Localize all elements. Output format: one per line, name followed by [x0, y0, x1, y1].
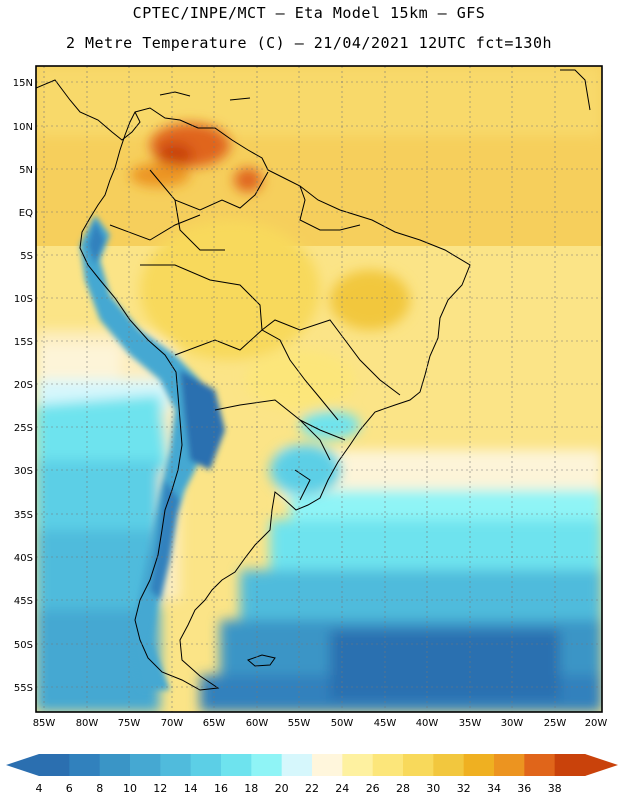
lon-label: 55W [288, 718, 311, 729]
colorbar-swatch [342, 754, 374, 776]
colorbar-swatch [372, 754, 404, 776]
lon-label: 40W [416, 718, 439, 729]
lon-label: 50W [331, 718, 354, 729]
colorbar-label: 38 [548, 782, 562, 795]
colorbar-label: 34 [487, 782, 501, 795]
lat-label: EQ [19, 208, 33, 219]
colorbar-label: 14 [184, 782, 198, 795]
lon-label: 25W [544, 718, 567, 729]
lat-label: 20S [14, 380, 33, 391]
latitude-labels: 15N 10N 5N EQ 5S 10S 15S 20S 25S 30S 35S… [13, 78, 33, 694]
colorbar-label: 28 [396, 782, 410, 795]
lon-label: 75W [118, 718, 141, 729]
colorbar-label: 22 [305, 782, 319, 795]
colorbar-swatch [403, 754, 434, 776]
colorbar-arrow-high [585, 754, 618, 776]
colorbar-swatch [39, 754, 70, 776]
lat-label: 10N [13, 122, 33, 133]
colorbar-arrow-low [6, 754, 39, 776]
lon-label: 70W [161, 718, 184, 729]
coastlines [36, 69, 591, 691]
longitude-labels: 85W 80W 75W 70W 65W 60W 55W 50W 45W 40W … [33, 718, 608, 729]
graticule [36, 66, 602, 712]
lat-label: 5N [19, 165, 33, 176]
lat-label: 50S [14, 640, 33, 651]
lat-label: 40S [14, 553, 33, 564]
colorbar-swatch [433, 754, 465, 776]
lat-label: 15S [14, 337, 33, 348]
lon-label: 85W [33, 718, 56, 729]
colorbar-label: 6 [66, 782, 73, 795]
colorbar-swatch [494, 754, 525, 776]
colorbar-label: 24 [335, 782, 349, 795]
lon-label: 60W [246, 718, 269, 729]
lat-label: 35S [14, 510, 33, 521]
lon-label: 65W [203, 718, 226, 729]
lat-label: 55S [14, 683, 33, 694]
colorbar-swatch [281, 754, 313, 776]
lat-label: 10S [14, 294, 33, 305]
lat-label: 45S [14, 596, 33, 607]
colorbar-swatch [221, 754, 252, 776]
colorbar-swatch [130, 754, 161, 776]
colorbar-label: 36 [517, 782, 531, 795]
lat-label: 25S [14, 423, 33, 434]
lon-label: 45W [374, 718, 397, 729]
colorbar-label: 10 [123, 782, 137, 795]
colorbar-label: 4 [36, 782, 43, 795]
colorbar-swatch [190, 754, 222, 776]
colorbar-label: 16 [214, 782, 228, 795]
lon-label: 35W [459, 718, 482, 729]
colorbar-swatch [312, 754, 343, 776]
chart-title-line2: 2 Metre Temperature (C) – 21/04/2021 12U… [65, 34, 553, 52]
colorbar-swatch [554, 754, 586, 776]
temperature-field [36, 66, 602, 712]
colorbar-swatch [251, 754, 283, 776]
lat-label: 30S [14, 466, 33, 477]
colorbar-swatch [524, 754, 556, 776]
map-frame [35, 65, 603, 713]
colorbar: 4 6 8 10 12 14 16 18 20 22 24 26 28 30 32 34 36 38 [6, 754, 618, 795]
lon-label: 20W [585, 718, 608, 729]
lat-label: 15N [13, 78, 33, 89]
lon-label: 30W [501, 718, 524, 729]
colorbar-swatch [160, 754, 192, 776]
colorbar-label: 12 [153, 782, 167, 795]
colorbar-label: 32 [457, 782, 471, 795]
colorbar-label: 8 [96, 782, 103, 795]
colorbar-label: 18 [244, 782, 258, 795]
colorbar-swatch [463, 754, 495, 776]
colorbar-swatch [99, 754, 131, 776]
colorbar-label: 20 [275, 782, 289, 795]
colorbar-swatch [69, 754, 101, 776]
colorbar-label: 30 [426, 782, 440, 795]
chart-title-line1: CPTEC/INPE/MCT – Eta Model 15km – GFS [132, 4, 486, 22]
colorbar-label: 26 [366, 782, 380, 795]
lon-label: 80W [76, 718, 99, 729]
lat-label: 5S [20, 251, 33, 262]
